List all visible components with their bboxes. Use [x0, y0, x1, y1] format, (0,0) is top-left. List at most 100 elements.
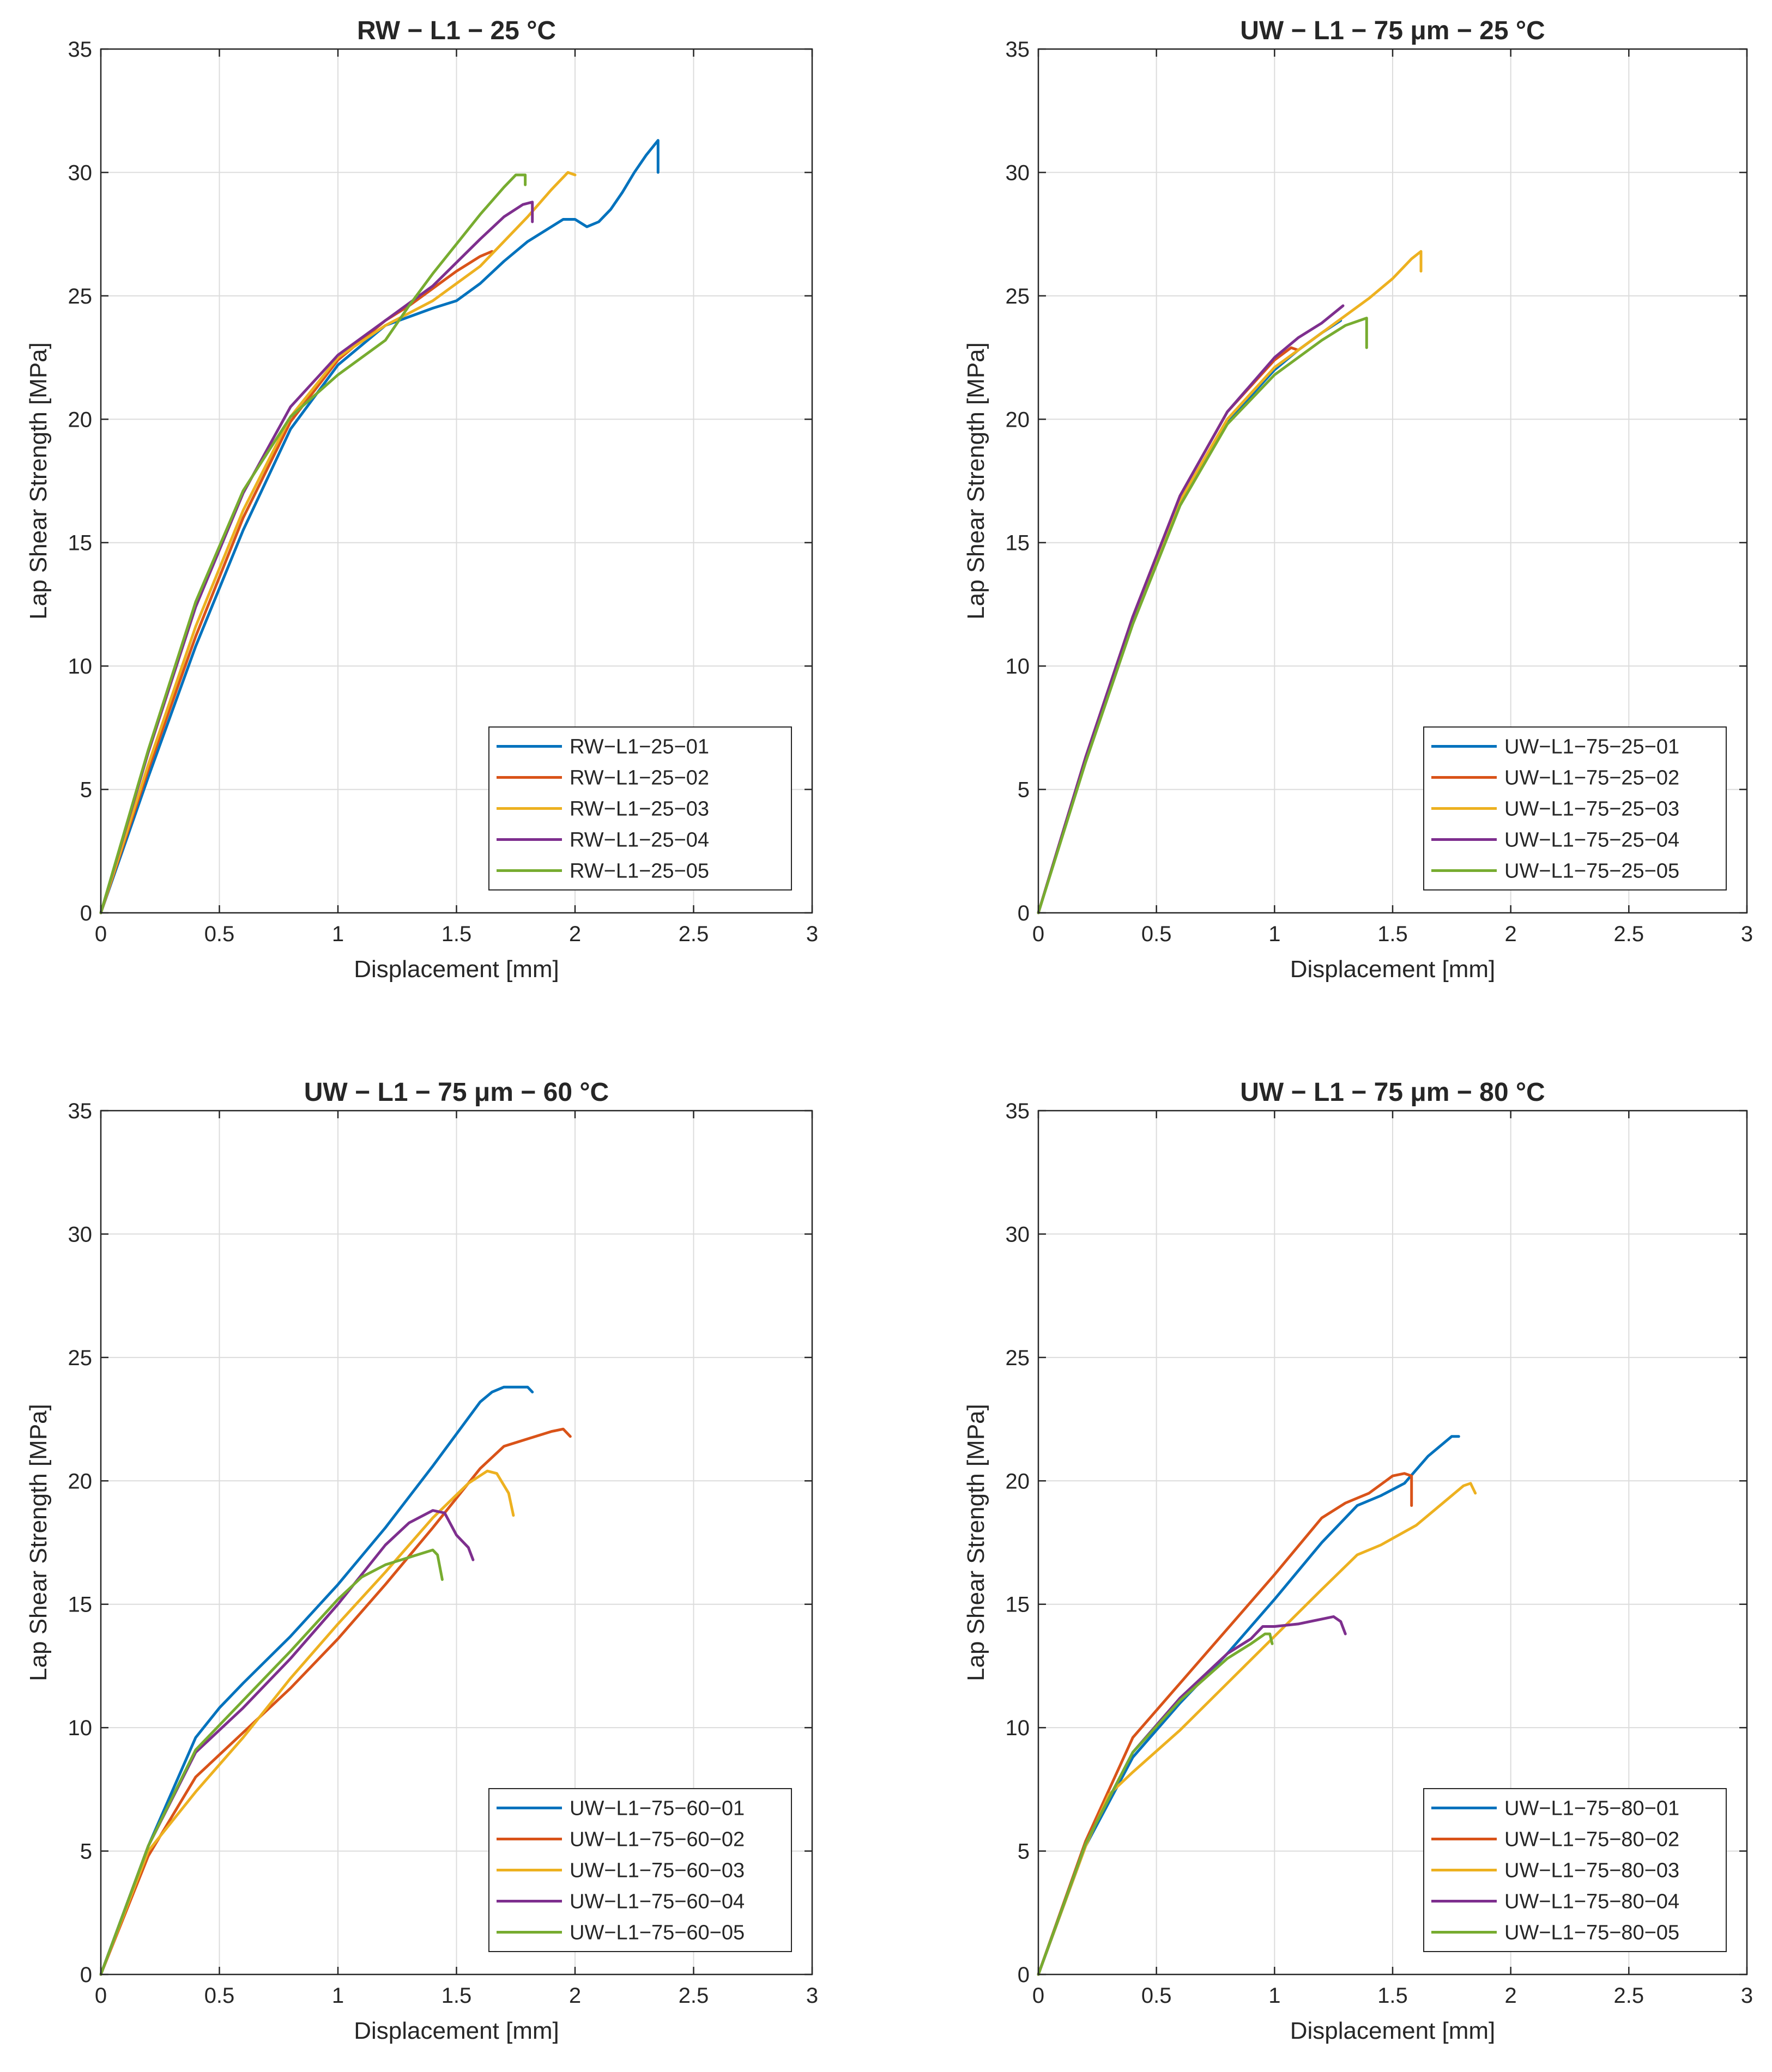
x-axis-label: Displacement [mm]: [1290, 956, 1496, 983]
x-tick-label: 1.5: [442, 922, 472, 946]
legend-entry: UW−L1−75−60−05: [570, 1922, 745, 1944]
x-tick-label: 0.5: [1141, 922, 1172, 946]
y-tick-label: 5: [80, 778, 92, 802]
x-axis-label: Displacement [mm]: [354, 956, 559, 983]
x-tick-label: 1: [1268, 922, 1280, 946]
chart-title: UW − L1 − 75 μm − 80 °C: [1240, 1078, 1545, 1107]
legend-entry: UW−L1−75−80−03: [1504, 1859, 1679, 1882]
x-tick-label: 1.5: [1377, 1984, 1408, 2008]
chart-title: UW − L1 − 75 μm − 25 °C: [1240, 16, 1545, 45]
series-line-1: [1037, 1435, 1460, 1976]
x-tick-label: 0: [95, 1984, 107, 2008]
legend-entry: UW−L1−75−25−05: [1504, 860, 1679, 883]
x-tick-label: 0: [1032, 922, 1044, 946]
x-tick-label: 1: [332, 1984, 344, 2008]
legend-entry: UW−L1−75−80−05: [1504, 1922, 1679, 1944]
x-tick-label: 2: [569, 922, 581, 946]
y-axis-label: Lap Shear Strength [MPa]: [25, 1404, 52, 1681]
y-tick-label: 15: [1006, 1593, 1030, 1617]
x-tick-label: 1.5: [442, 1984, 472, 2008]
y-tick-label: 25: [1006, 284, 1030, 308]
legend: RW−L1−25−01 RW−L1−25−02 RW−L1−25−03 RW−L1−2…: [488, 726, 792, 890]
series-line-3: [99, 1469, 515, 1976]
y-tick-label: 10: [68, 1716, 93, 1740]
legend-entry: RW−L1−25−05: [570, 860, 709, 883]
y-axis-label: Lap Shear Strength [MPa]: [25, 342, 52, 620]
x-tick-label: 2.5: [1614, 922, 1644, 946]
series-line-3: [1037, 1482, 1477, 1976]
legend-entry: RW−L1−25−04: [570, 829, 709, 852]
y-tick-label: 5: [80, 1840, 92, 1864]
x-tick-label: 2.5: [1614, 1984, 1644, 2008]
x-tick-label: 2.5: [679, 922, 709, 946]
chart-title: RW − L1 − 25 °C: [357, 16, 556, 45]
y-tick-label: 35: [1006, 38, 1030, 62]
y-tick-label: 0: [80, 1963, 92, 1987]
series-line-5: [99, 1548, 444, 1976]
x-tick-label: 0.5: [204, 1984, 235, 2008]
series-line-1: [99, 139, 660, 914]
y-tick-label: 0: [80, 901, 92, 925]
legend-entry: RW−L1−25−02: [570, 767, 709, 790]
series-line-2: [1037, 1472, 1413, 1976]
series-line-4: [99, 201, 534, 914]
legend-entry: UW−L1−75−80−04: [1504, 1891, 1679, 1913]
x-tick-label: 3: [1741, 922, 1753, 946]
grid-lines: [1038, 1110, 1747, 1975]
y-axis-label: Lap Shear Strength [MPa]: [963, 342, 989, 620]
y-tick-label: 30: [1006, 1222, 1030, 1246]
x-tick-label: 0: [1032, 1984, 1044, 2008]
x-tick-label: 2: [1505, 922, 1517, 946]
series-line-4: [1037, 304, 1345, 914]
y-tick-label: 20: [1006, 408, 1030, 432]
x-tick-label: 2.5: [679, 1984, 709, 2008]
y-tick-label: 35: [68, 38, 93, 62]
y-tick-label: 30: [68, 161, 93, 185]
y-tick-label: 25: [68, 284, 93, 308]
x-tick-label: 2: [569, 1984, 581, 2008]
legend: UW−L1−75−80−01 UW−L1−75−80−02 UW−L1−75−80−…: [1423, 1788, 1727, 1952]
y-tick-label: 5: [1018, 1840, 1030, 1864]
series-line-3: [99, 171, 577, 914]
legend: UW−L1−75−25−01 UW−L1−75−25−02 UW−L1−75−25−…: [1423, 726, 1727, 890]
y-tick-label: 35: [1006, 1099, 1030, 1123]
legend-entry: UW−L1−75−60−01: [570, 1797, 745, 1820]
legend-entry: UW−L1−75−25−04: [1504, 829, 1679, 852]
legend-entry: UW−L1−75−60−04: [570, 1891, 745, 1913]
series-line-5: [1037, 1632, 1274, 1976]
y-tick-label: 25: [1006, 1346, 1030, 1370]
y-tick-label: 35: [68, 1099, 93, 1123]
y-tick-label: 20: [1006, 1469, 1030, 1493]
y-tick-label: 10: [68, 655, 93, 678]
series-line-5: [99, 173, 527, 914]
y-tick-label: 15: [1006, 531, 1030, 555]
legend-entry: RW−L1−25−03: [570, 798, 709, 821]
legend-entry: UW−L1−75−80−02: [1504, 1828, 1679, 1851]
y-axis-label: Lap Shear Strength [MPa]: [963, 1404, 989, 1681]
legend-entry: UW−L1−75−25−02: [1504, 767, 1679, 790]
legend-entry: UW−L1−75−60−03: [570, 1859, 745, 1882]
x-tick-label: 3: [1741, 1984, 1753, 2008]
y-tick-label: 20: [68, 408, 93, 432]
x-tick-label: 2: [1505, 1984, 1517, 2008]
y-tick-label: 0: [1018, 1963, 1030, 1987]
x-tick-label: 1.5: [1377, 922, 1408, 946]
y-tick-label: 10: [1006, 655, 1030, 678]
y-tick-label: 25: [68, 1346, 93, 1370]
legend-entry: UW−L1−75−60−02: [570, 1828, 745, 1851]
legend-entry: RW−L1−25−01: [570, 736, 709, 759]
y-tick-label: 30: [68, 1222, 93, 1246]
x-tick-label: 0.5: [1141, 1984, 1172, 2008]
legend-entry: UW−L1−75−25−01: [1504, 736, 1679, 759]
x-tick-label: 0.5: [204, 922, 235, 946]
y-tick-label: 0: [1018, 901, 1030, 925]
x-tick-label: 1: [1268, 1984, 1280, 2008]
y-tick-label: 10: [1006, 1716, 1030, 1740]
x-tick-label: 3: [806, 1984, 818, 2008]
x-axis-label: Displacement [mm]: [1290, 2018, 1496, 2044]
y-tick-label: 15: [68, 531, 93, 555]
